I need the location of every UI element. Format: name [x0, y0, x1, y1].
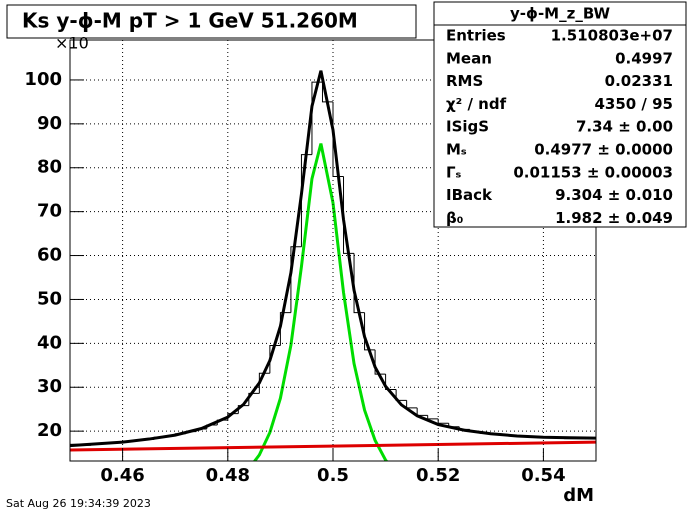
stat-label: ISigS	[446, 118, 489, 136]
fit-curve	[252, 143, 389, 461]
stat-value: 1.982 ± 0.049	[555, 209, 673, 227]
stat-label: Γₛ	[446, 163, 462, 181]
stat-value: 9.304 ± 0.010	[555, 186, 673, 204]
y-tick-label: 70	[37, 201, 62, 222]
stat-label: Mean	[446, 49, 492, 67]
histogram-bin	[290, 246, 302, 313]
x-tick-label: 0.5	[317, 465, 349, 486]
stat-value: 4350 / 95	[594, 95, 673, 113]
stat-label: β₀	[446, 209, 463, 227]
stat-value: 0.4977 ± 0.0000	[534, 141, 673, 159]
histogram-bin	[343, 176, 355, 254]
footer: Sat Aug 26 19:34:39 2023	[6, 497, 151, 510]
x-tick-label: 0.54	[521, 465, 565, 486]
x-tick-label: 0.52	[416, 465, 460, 486]
plot-content	[70, 70, 596, 461]
stat-label: Entries	[446, 27, 506, 45]
title-box	[6, 4, 417, 39]
histogram-bin	[364, 312, 376, 351]
y-tick-label: 100	[24, 69, 62, 90]
histogram-bin	[248, 392, 260, 406]
histogram-bin	[385, 374, 397, 390]
stat-value: 7.34 ± 0.00	[576, 118, 673, 136]
y-tick-label: 30	[37, 376, 62, 397]
y-tick-label: 90	[37, 113, 62, 134]
y-tick-label: 50	[37, 288, 62, 309]
plot-area	[70, 40, 596, 461]
x-tick-label: 0.46	[100, 465, 144, 486]
stat-label: RMS	[446, 72, 483, 90]
stat-label: Mₛ	[446, 141, 467, 159]
stats-border	[433, 1, 687, 228]
stat-value: 0.02331	[605, 72, 673, 90]
histogram-bin	[353, 253, 365, 314]
y-tick-label: 40	[37, 332, 62, 353]
stat-value: 0.4997	[615, 49, 673, 67]
histogram-bin	[279, 312, 291, 346]
stats-title: y-ϕ-M_z_BW	[510, 5, 610, 23]
fit-curve	[70, 70, 596, 448]
stats-box: y-ϕ-M_z_BW Entries 1.510803e+07 Mean 0.4997…	[433, 1, 687, 228]
x-axis-label: dM	[563, 485, 594, 506]
stat-label: IBack	[446, 186, 493, 204]
histogram-bin	[300, 154, 312, 247]
y-tick-label: 60	[37, 245, 62, 266]
y-tick-label: 20	[37, 420, 62, 441]
multiplier: ×10	[55, 34, 89, 53]
histogram-bin	[237, 405, 249, 414]
histogram-bin	[321, 82, 333, 103]
fit-curve	[70, 440, 596, 452]
histogram-bin	[258, 372, 270, 394]
stat-value: 1.510803e+07	[551, 27, 673, 45]
chart-title: Ks y-ϕ-M pT > 1 GeV 51.260M	[22, 9, 358, 33]
stat-value: 0.01153 ± 0.00003	[513, 163, 673, 181]
y-tick-label: 80	[37, 157, 62, 178]
x-tick-label: 0.48	[206, 465, 250, 486]
frame	[69, 39, 597, 462]
histogram-bin	[374, 349, 386, 375]
stat-label: χ² / ndf	[446, 95, 507, 113]
